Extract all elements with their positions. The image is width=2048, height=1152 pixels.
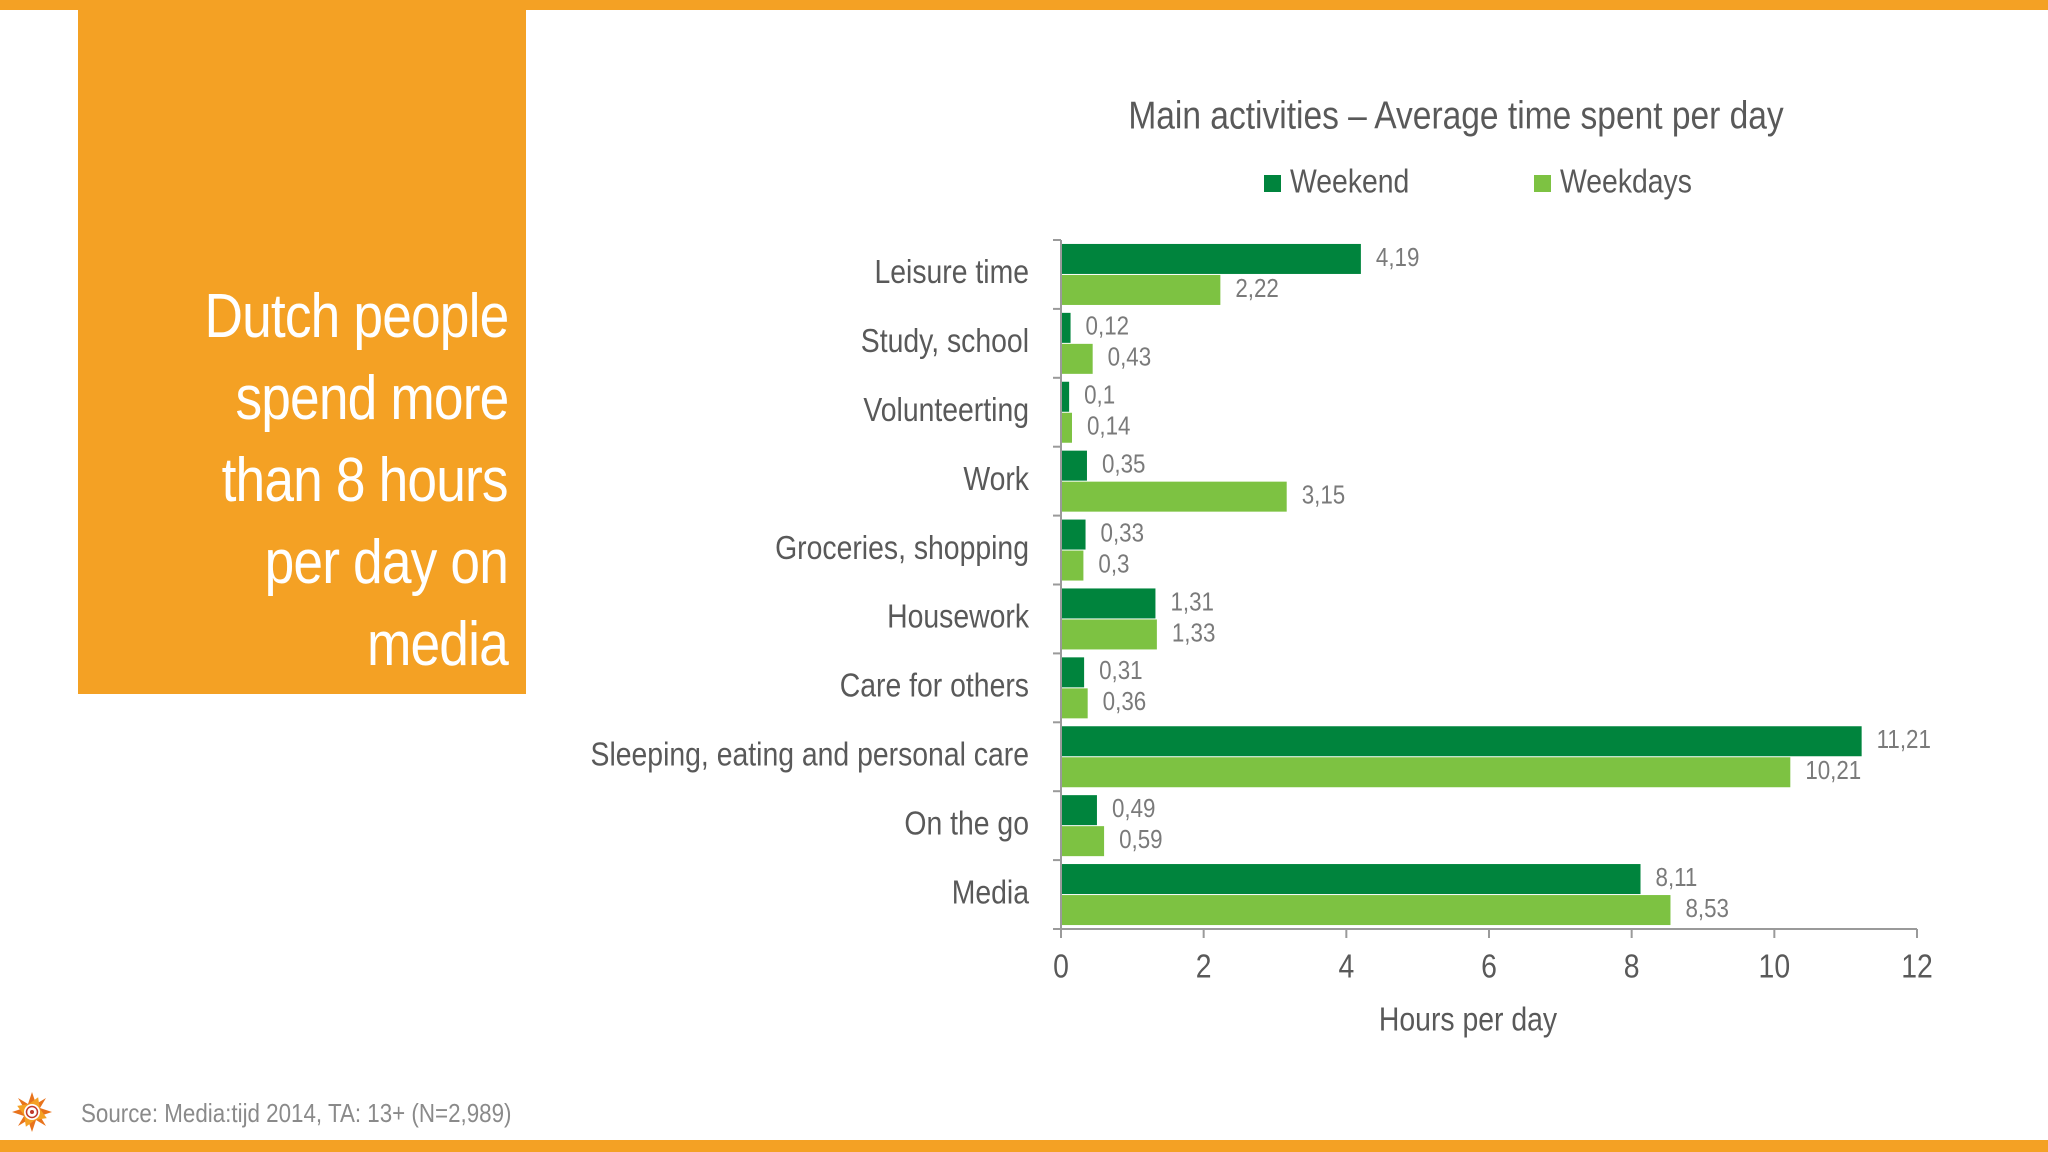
legend-swatch-weekend (1264, 175, 1281, 192)
category-label: Care for others (840, 667, 1029, 705)
data-label-weekend: 0,35 (1102, 450, 1145, 479)
category-label: Volunteerting (863, 391, 1029, 429)
bar-weekdays (1062, 550, 1084, 581)
top-accent-bar (0, 0, 2048, 10)
headline-line: per day on (264, 528, 509, 597)
bar-weekdays (1062, 688, 1088, 719)
data-label-weekend: 0,49 (1112, 795, 1155, 824)
category-label: Media (952, 873, 1030, 911)
category-label: Sleeping, eating and personal care (591, 735, 1029, 773)
bottom-accent-bar (0, 1140, 2048, 1152)
headline-panel: Dutch people spend more than 8 hours per… (78, 10, 526, 694)
data-label-weekend: 4,19 (1376, 243, 1419, 272)
headline-line: than 8 hours (221, 446, 509, 515)
headline-line: spend more (235, 364, 509, 433)
x-tick-label: 12 (1901, 948, 1933, 986)
x-tick-label: 0 (1053, 948, 1069, 986)
category-label: Study, school (861, 322, 1029, 360)
category-label: On the go (904, 804, 1029, 842)
data-label-weekdays: 3,15 (1302, 481, 1345, 510)
x-tick-label: 4 (1338, 948, 1354, 986)
bar-weekend (1062, 864, 1641, 895)
bar-weekdays (1062, 412, 1072, 443)
bar-weekend (1062, 795, 1097, 826)
bar-weekend (1062, 519, 1086, 550)
data-label-weekdays: 0,43 (1108, 343, 1151, 372)
legend-label-weekdays: Weekdays (1560, 163, 1692, 201)
data-label-weekend: 0,31 (1099, 657, 1142, 686)
x-tick-label: 2 (1196, 948, 1212, 986)
data-label-weekdays: 2,22 (1235, 274, 1278, 303)
bar-weekdays (1062, 619, 1157, 650)
data-label-weekdays: 0,3 (1098, 550, 1129, 579)
data-label-weekdays: 10,21 (1805, 757, 1861, 786)
category-label: Housework (887, 598, 1029, 636)
bar-weekend (1062, 381, 1070, 412)
bar-weekend (1062, 450, 1087, 481)
data-label-weekend: 0,33 (1101, 519, 1144, 548)
data-label-weekdays: 0,36 (1103, 688, 1146, 717)
data-label-weekend: 11,21 (1877, 726, 1931, 755)
bar-weekdays (1062, 895, 1671, 926)
category-label: Leisure time (874, 253, 1029, 291)
data-label-weekdays: 8,53 (1685, 894, 1728, 923)
sun-emblem-icon (12, 1092, 52, 1132)
bar-weekdays (1062, 343, 1093, 374)
bar-weekend (1062, 312, 1071, 343)
source-note: Source: Media:tijd 2014, TA: 13+ (N=2,98… (81, 1098, 512, 1128)
data-label-weekdays: 0,59 (1119, 826, 1162, 855)
data-label-weekdays: 0,14 (1087, 412, 1130, 441)
x-tick-label: 8 (1624, 948, 1640, 986)
data-label-weekend: 0,1 (1084, 381, 1115, 410)
bar-weekdays (1062, 481, 1287, 512)
chart-title: Main activities – Average time spent per… (1128, 93, 1784, 137)
legend-swatch-weekdays (1534, 175, 1551, 192)
x-axis-label: Hours per day (1379, 1001, 1558, 1039)
bar-weekdays (1062, 826, 1105, 857)
data-label-weekdays: 1,33 (1172, 619, 1215, 648)
category-label: Work (963, 460, 1029, 498)
bar-weekend (1062, 657, 1085, 688)
bar-weekdays (1062, 757, 1791, 788)
data-label-weekend: 0,12 (1086, 312, 1129, 341)
data-label-weekend: 1,31 (1170, 588, 1213, 617)
headline-line: Dutch people (204, 282, 509, 351)
x-tick-label: 10 (1759, 948, 1791, 986)
headline-line: media (367, 610, 509, 679)
bar-weekend (1062, 726, 1862, 757)
bar-weekend (1062, 588, 1156, 619)
category-label: Groceries, shopping (775, 529, 1029, 567)
data-label-weekend: 8,11 (1656, 863, 1698, 892)
bar-weekdays (1062, 274, 1221, 305)
bar-weekend (1062, 243, 1361, 274)
x-tick-label: 6 (1481, 948, 1497, 986)
legend-label-weekend: Weekend (1290, 163, 1409, 201)
